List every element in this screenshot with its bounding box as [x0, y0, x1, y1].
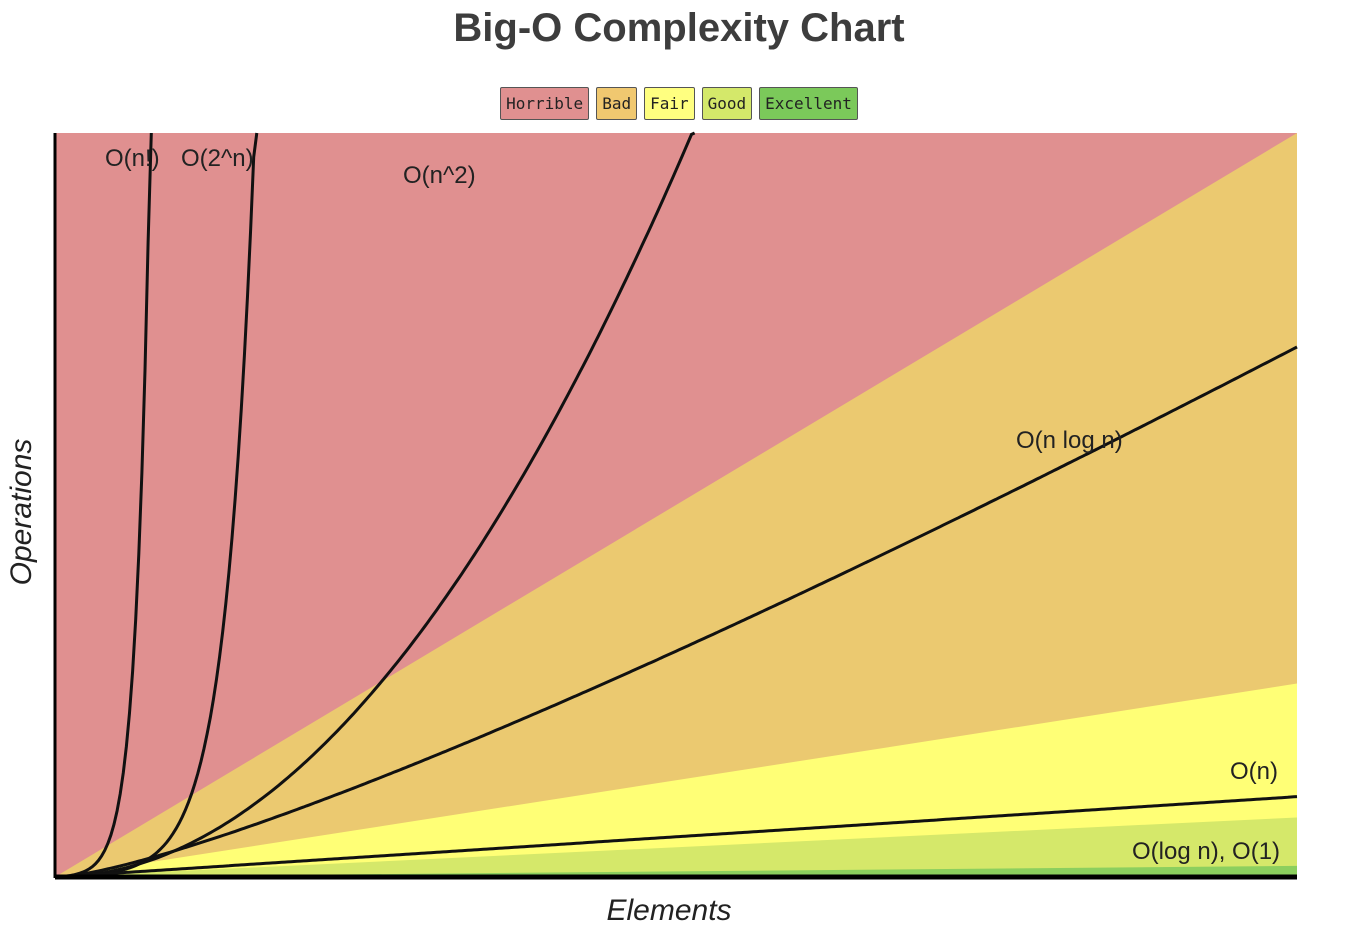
label-linear: O(n): [1230, 758, 1278, 785]
legend: Horrible Bad Fair Good Excellent: [0, 87, 1358, 120]
legend-item-good: Good: [701, 87, 753, 120]
legend-item-excellent: Excellent: [759, 87, 858, 120]
x-axis-label: Elements: [606, 894, 731, 927]
curve-linear: [54, 795, 1298, 879]
legend-item-horrible: Horrible: [500, 87, 590, 120]
label-linearithmic: O(n log n): [1016, 427, 1123, 454]
region-fair: [55, 683, 1297, 877]
region-bad: [55, 133, 1297, 877]
chart-title: Big-O Complexity Chart: [453, 6, 905, 50]
legend-item-bad: Bad: [596, 87, 638, 120]
y-axis-label: Operations: [5, 439, 38, 586]
region-good: [55, 817, 1297, 877]
region-excellent: [55, 865, 1297, 877]
label-factorial: O(n!): [105, 145, 160, 172]
label-exponential: O(2^n): [181, 145, 254, 172]
label-quadratic: O(n^2): [403, 162, 476, 189]
label-logarithmic-constant: O(log n), O(1): [1132, 838, 1280, 865]
curve-linearithmic: [54, 345, 1298, 879]
axes: [53, 133, 1297, 880]
legend-item-fair: Fair: [644, 87, 695, 120]
complexity-regions: [55, 133, 1297, 877]
